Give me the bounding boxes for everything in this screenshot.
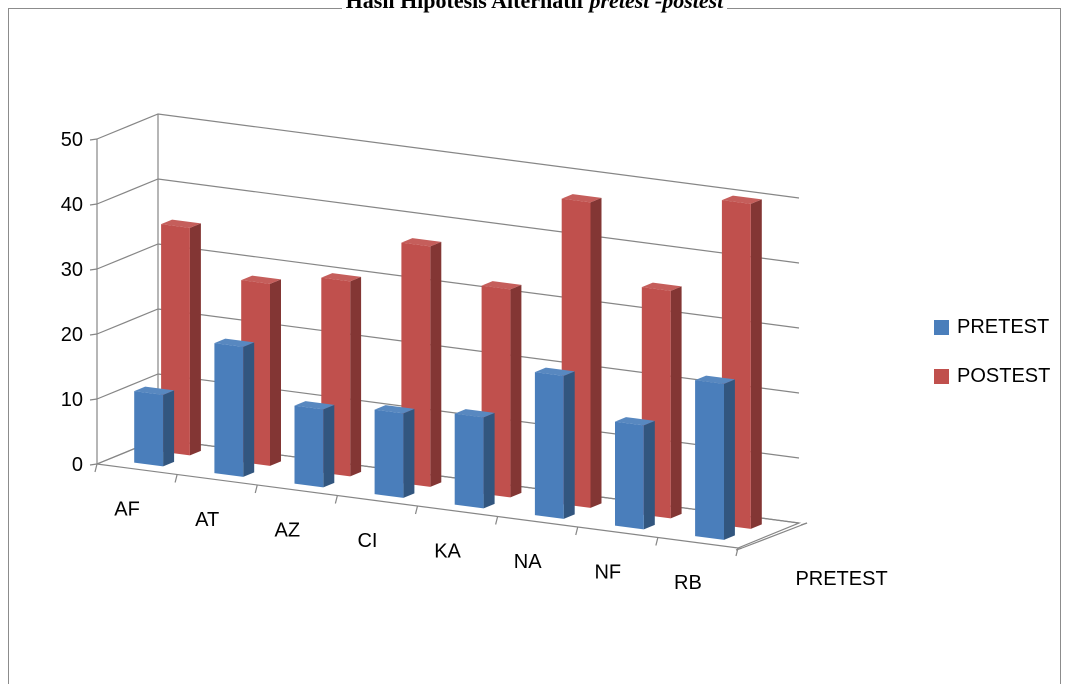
legend-item-pretest: PRETEST [934,314,1050,340]
x-tick-mark [94,463,98,473]
bar-pretest-at-side [243,342,255,477]
bar-pretest-af-front [134,391,164,467]
bar-pretest-na-top [534,367,575,376]
bar-pretest-ka [454,409,495,509]
depth-axis [741,522,808,549]
bar-pretest-nf [615,417,655,530]
x-tick-label: CI [357,530,377,552]
x-tick-label: NA [514,551,542,573]
y-tick-label: 20 [61,324,83,346]
chart-title-bold: Hasil Hipotesis Alternatif [345,0,590,13]
bar-pretest-az-front [294,405,324,488]
bar-postest-rb-side [750,199,762,529]
bar-pretest-af-side [163,390,175,467]
bar-pretest-rb [695,375,735,540]
bar-pretest-ci-front [374,409,404,498]
chart-title-italic: pretest -postest [589,0,724,13]
bar-pretest-ci-top [374,405,415,414]
bar-pretest-at-front [214,343,244,477]
x-tick-label: RB [674,572,702,594]
x-tick-mark [575,526,579,536]
bar-pretest-na [534,367,575,519]
bar-pretest-ka-side [483,412,495,509]
x-tick-label: AZ [275,519,301,541]
x-tick-label: AT [195,509,219,531]
bar-pretest-na-front [534,372,564,519]
bar-pretest-az-top [294,401,335,410]
depth-tick-mark [800,522,808,526]
bar-postest-na-top [561,194,602,203]
side-wall [97,114,158,464]
y-tick-mark [89,203,98,206]
bar-pretest-na-side [563,371,575,519]
y-tick-mark [89,398,98,401]
x-tick-label: KA [434,540,461,562]
bar-pretest-az-side [323,404,335,488]
depth-tick-mark [735,547,743,551]
bar-pretest-rb-front [695,380,724,540]
x-tick-mark [174,474,178,483]
bar-pretest-az [294,401,335,488]
x-tick-mark [254,484,258,494]
x-tick-mark [655,537,659,546]
bar-pretest-af-top [134,386,175,395]
x-tick-mark [414,505,419,515]
bar-pretest-rb-top [695,375,735,384]
x-tick-label: NF [594,561,621,583]
bar-postest-nf-top [641,282,682,291]
bar-pretest-ka-top [454,409,495,418]
bar-postest-af-top [161,219,201,228]
x-tick-mark [334,495,338,504]
bar-postest-na-side [590,197,602,508]
y-tick-mark [89,138,98,141]
y-tick-label: 50 [61,129,83,151]
legend-swatch-pretest [934,319,949,335]
chart-title: Hasil Hipotesis Alternatif pretest -post… [0,0,1069,14]
y-tick-mark [89,268,98,271]
bar-postest-rb-top [721,195,762,204]
bar-postest-ci-side [430,241,442,487]
legend-swatch-postest [934,368,949,384]
bar-postest-ka [481,281,522,498]
x-tick-mark [495,516,499,525]
bar-postest-ka-side [510,284,522,498]
y-tick-label: 10 [61,389,83,411]
bar-pretest-rb-side [724,379,735,540]
bar-postest-ka-top [481,281,522,290]
legend-item-postest: POSTEST [934,363,1050,389]
legend-label-postest: POSTEST [957,364,1051,387]
bar-pretest-af [134,386,175,467]
bar-postest-az [321,273,362,477]
bar-postest-at-side [270,279,281,466]
x-tick-label: AF [114,498,140,520]
y-tick-label: 0 [72,454,83,476]
bar-pretest-nf-side [643,420,655,530]
bar-postest-at-top [241,275,281,284]
bar-pretest-at-top [214,338,255,347]
y-tick-label: 30 [61,259,83,281]
bar-pretest-ci [374,405,415,498]
bar-pretest-nf-top [615,417,655,426]
bar-postest-ci-top [401,238,442,247]
depth-axis-label: PRETEST [795,568,887,590]
bar-pretest-at [214,338,255,477]
bar-postest-az-side [350,276,362,477]
legend-label-pretest: PRETEST [957,315,1050,338]
bar-pretest-ka-front [454,413,484,509]
bar-postest-az-top [321,273,362,282]
bar-postest-nf-side [670,286,682,519]
bar-postest-af-side [189,223,201,456]
y-tick-mark [89,333,98,336]
bar-pretest-nf-front [615,421,644,530]
y-tick-label: 40 [61,194,83,216]
legend: PRETEST POSTEST [934,314,1050,412]
bar-pretest-ci-side [403,408,415,498]
